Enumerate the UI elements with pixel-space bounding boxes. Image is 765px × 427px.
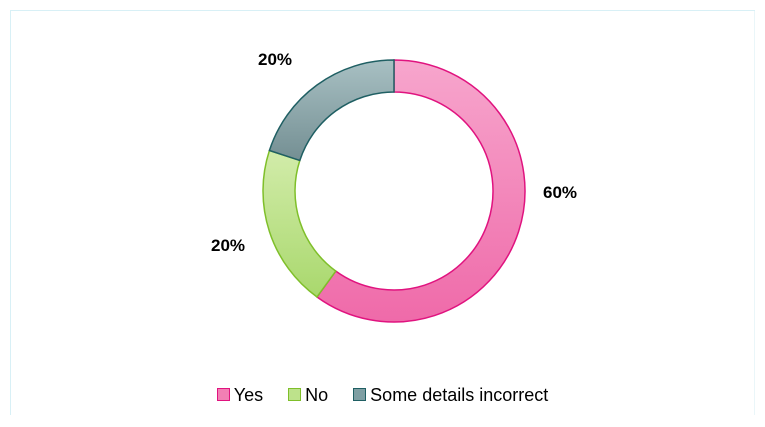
donut-slice-some-details-incorrect xyxy=(268,59,395,162)
donut-slice-yes xyxy=(315,59,526,323)
legend-label-yes: Yes xyxy=(233,384,264,405)
data-labels: 60% 20% 20% xyxy=(211,50,577,255)
legend-swatch-no xyxy=(288,387,302,401)
data-label-no: 20% xyxy=(211,236,245,255)
legend-item-yes: Yes xyxy=(216,384,264,406)
donut-slices xyxy=(262,59,526,323)
donut-slice-no xyxy=(262,149,337,299)
legend: Yes No Some details incorrect xyxy=(0,384,765,406)
legend-label-some-details-incorrect: Some details incorrect xyxy=(370,384,549,405)
legend-label-no: No xyxy=(305,384,329,405)
chart-frame xyxy=(10,10,755,415)
data-label-some-details-incorrect: 20% xyxy=(258,50,292,69)
legend-item-no: No xyxy=(288,385,328,406)
data-label-yes: 60% xyxy=(543,183,577,202)
legend-swatch-some-details-incorrect xyxy=(353,387,367,401)
legend-item-some-details-incorrect: Some details incorrect xyxy=(353,385,548,406)
legend-swatch-yes xyxy=(216,387,230,401)
